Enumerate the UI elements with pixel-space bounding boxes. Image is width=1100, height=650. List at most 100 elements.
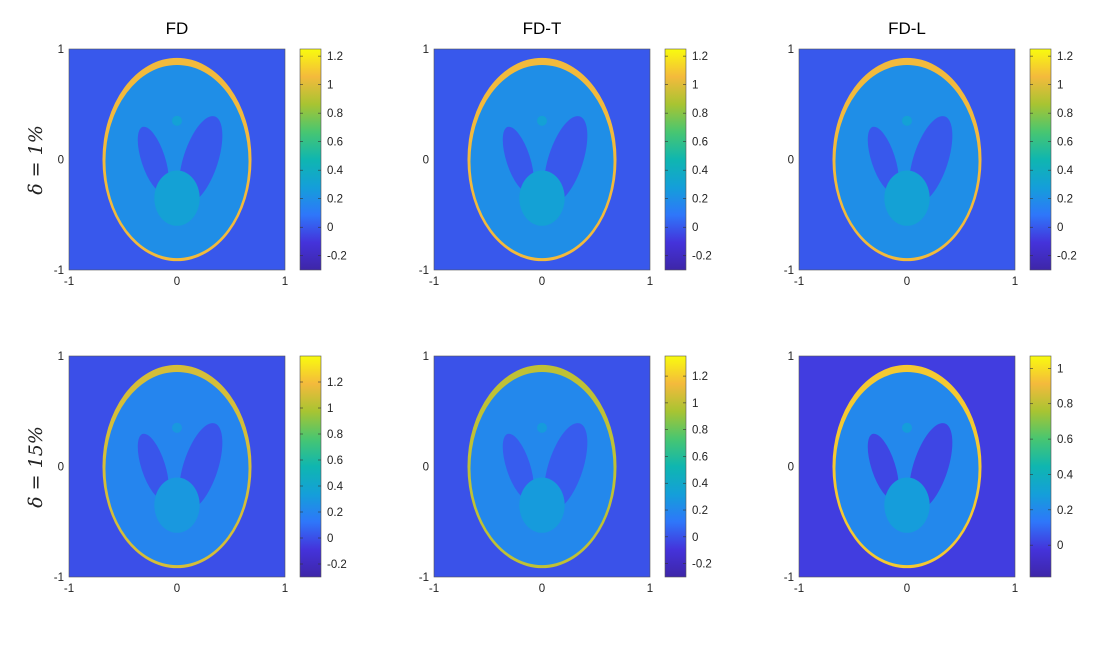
- x-tick-label: -1: [429, 583, 439, 595]
- y-tick-label: -1: [54, 265, 64, 277]
- column-title-fd-l: FD-L: [888, 19, 926, 38]
- colorbar-tick-label: -0.2: [1057, 251, 1077, 263]
- heatmap-image: [799, 49, 1015, 270]
- colorbar-tick-label: 0.6: [1057, 434, 1073, 446]
- panel-3: -1 0 1 -1 0 1 -0.2 0 0.2 0.4 0.6 0.8 1 1.2: [54, 351, 347, 595]
- colorbar-tick-label: 0.4: [1057, 165, 1074, 177]
- colorbar-tick-label: 1.2: [327, 377, 343, 389]
- x-tick-label: 0: [174, 583, 180, 595]
- heatmap-tissue: [835, 64, 979, 259]
- colorbar-tick-label: 0: [1057, 540, 1063, 552]
- colorbar: [1029, 355, 1052, 578]
- x-tick-label: -1: [64, 276, 74, 288]
- colorbar: [299, 48, 322, 271]
- y-tick-label: 0: [788, 462, 794, 474]
- colorbar-tick-label: 1: [327, 80, 333, 92]
- axes-box: [433, 48, 651, 271]
- colorbar-tick-label: 0.2: [692, 505, 708, 517]
- colorbar-tick-label: 1.2: [1057, 51, 1073, 63]
- y-tick-label: 1: [788, 44, 794, 56]
- heatmap-center: [154, 170, 200, 226]
- y-tick-label: -1: [784, 265, 794, 277]
- axes-box: [68, 355, 286, 578]
- x-tick-label: -1: [429, 276, 439, 288]
- axes-box: [798, 48, 1016, 271]
- y-tick-label: 1: [58, 351, 64, 363]
- panel-0: -1 0 1 -1 0 1 -0.2 0 0.2 0.4 0.6 0.8 1 1.2: [54, 44, 347, 288]
- heatmap-ventricle-left: [137, 126, 169, 193]
- colorbar-tick-label: 1.2: [692, 371, 708, 383]
- colorbar-tick-label: 1: [692, 398, 698, 410]
- panel-2: -1 0 1 -1 0 1 -0.2 0 0.2 0.4 0.6 0.8 1 1.2: [784, 44, 1077, 288]
- colorbar-tick-label: 0.6: [692, 451, 708, 463]
- colorbar: [664, 355, 687, 578]
- colorbar-tick-label: 0.8: [692, 108, 708, 120]
- row-label-delta-1: δ = 1%: [25, 125, 47, 195]
- column-title-fd-t: FD-T: [523, 19, 562, 38]
- heatmap-ventricle-left: [502, 126, 534, 193]
- panel-4: -1 0 1 -1 0 1 -0.2 0 0.2 0.4 0.6 0.8 1 1.2: [419, 351, 712, 595]
- colorbar-tick-label: -0.2: [327, 559, 347, 571]
- heatmap-tissue: [470, 371, 614, 566]
- heatmap-image: [434, 49, 650, 270]
- colorbar-tick-label: 0: [327, 533, 333, 545]
- x-tick-label: 0: [174, 276, 180, 288]
- colorbar-tick-label: 0.8: [1057, 399, 1073, 411]
- heatmap-ventricle-left: [867, 126, 899, 193]
- heatmap-tissue: [835, 371, 979, 566]
- heatmap-center: [154, 477, 200, 533]
- colorbar-tick-label: 0.4: [692, 165, 709, 177]
- heatmap-small-feature: [172, 115, 182, 126]
- colorbar-tick-label: -0.2: [692, 251, 712, 263]
- colorbar-tick-label: 0.4: [692, 478, 709, 490]
- y-tick-label: -1: [54, 572, 64, 584]
- x-tick-label: 1: [1012, 276, 1018, 288]
- colorbar-tick-label: 0.8: [327, 429, 343, 441]
- heatmap-image: [69, 49, 285, 270]
- colorbar-tick-label: 0: [692, 222, 698, 234]
- heatmap-small-feature: [537, 422, 547, 433]
- colorbar-tick-label: 0.6: [327, 137, 343, 149]
- colorbar-tick-label: 1: [692, 80, 698, 92]
- heatmap-image: [799, 356, 1015, 577]
- heatmap-image: [434, 356, 650, 577]
- colorbar: [299, 355, 322, 578]
- colorbar-tick-label: 0: [327, 222, 333, 234]
- panel-1: -1 0 1 -1 0 1 -0.2 0 0.2 0.4 0.6 0.8 1 1.2: [419, 44, 712, 288]
- y-tick-label: -1: [784, 572, 794, 584]
- x-tick-label: -1: [794, 276, 804, 288]
- colorbar-tick-label: 0.2: [327, 507, 343, 519]
- colorbar-tick-label: 0.8: [692, 425, 708, 437]
- x-tick-label: 1: [647, 583, 653, 595]
- column-title-fd: FD: [166, 19, 189, 38]
- y-tick-label: -1: [419, 265, 429, 277]
- y-tick-label: -1: [419, 572, 429, 584]
- colorbar-tick-label: 0.4: [327, 481, 344, 493]
- axes-box: [68, 48, 286, 271]
- x-tick-label: 0: [539, 583, 545, 595]
- colorbar-tick-label: -0.2: [692, 559, 712, 571]
- colorbar: [664, 48, 687, 271]
- x-tick-label: 0: [904, 583, 910, 595]
- x-tick-label: 1: [1012, 583, 1018, 595]
- y-tick-label: 1: [423, 44, 429, 56]
- colorbar: [1029, 48, 1052, 271]
- colorbar-tick-label: 0.2: [692, 194, 708, 206]
- axes-box: [798, 355, 1016, 578]
- y-tick-label: 0: [423, 155, 429, 167]
- heatmap-small-feature: [537, 115, 547, 126]
- colorbar-tick-label: 1: [1057, 363, 1063, 375]
- heatmap-ventricle-left: [502, 433, 534, 500]
- colorbar-tick-label: 0: [1057, 222, 1063, 234]
- colorbar-tick-label: 0.2: [327, 194, 343, 206]
- heatmap-small-feature: [902, 115, 912, 126]
- colorbar-tick-label: 0: [692, 532, 698, 544]
- heatmap-center: [884, 170, 930, 226]
- x-tick-label: -1: [64, 583, 74, 595]
- colorbar-tick-label: 1.2: [327, 51, 343, 63]
- panel-5: -1 0 1 -1 0 1 0 0.2 0.4 0.6 0.8 1: [784, 351, 1074, 595]
- x-tick-label: 0: [539, 276, 545, 288]
- heatmap-tissue: [105, 64, 249, 259]
- colorbar-tick-label: 0.6: [327, 455, 343, 467]
